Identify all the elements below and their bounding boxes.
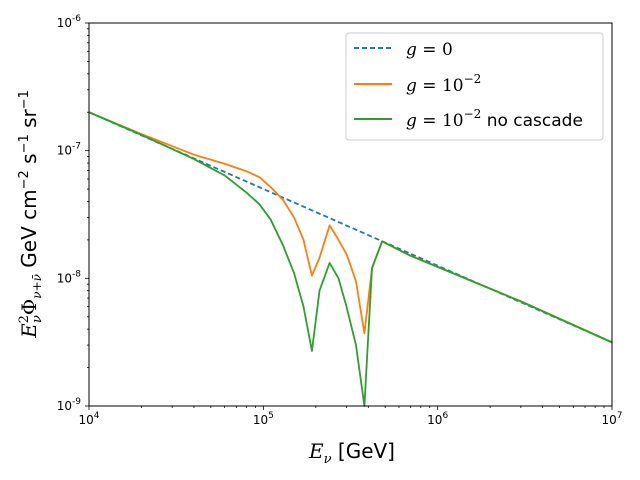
legend-label-g1e-2-no-cascade: g = 10−2 no cascade: [406, 107, 583, 131]
x-tick-label: 107: [601, 411, 622, 427]
x-axis-label: Eν [GeV]: [308, 439, 395, 467]
y-axis-label: E2νΦν+ν̄ GeV cm−2 s−1 sr−1: [17, 90, 45, 339]
x-tick-label: 104: [78, 411, 99, 427]
y-tick-label: 10-9: [57, 397, 82, 413]
x-tick-label: 106: [427, 411, 448, 427]
ticks-layer: [85, 22, 613, 410]
tick-labels: 104 105 106 107 10-9 10-8 10-7 10-6: [57, 14, 623, 427]
axes-frame: [88, 22, 613, 407]
x-tick-label: 105: [253, 411, 274, 427]
legend-label-g0: g = 0: [406, 40, 453, 60]
series-line-2: [88, 111, 613, 407]
y-tick-label: 10-7: [57, 142, 81, 158]
legend-label-g1e-2: g = 10−2: [406, 72, 481, 96]
y-tick-label: 10-6: [57, 14, 82, 30]
y-tick-label: 10-8: [57, 269, 82, 285]
legend: g = 0 g = 10−2 g = 10−2 no cascade: [345, 32, 604, 141]
series-layer: [88, 111, 613, 407]
legend-box: [345, 32, 604, 141]
